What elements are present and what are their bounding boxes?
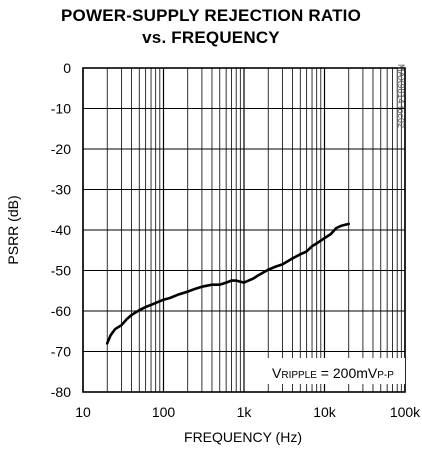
- y-tick-label: 0: [63, 60, 71, 76]
- annotation-prefix: V: [272, 365, 282, 381]
- y-tick-label: -50: [51, 263, 71, 279]
- chart-title-line1: POWER-SUPPLY REJECTION RATIO: [61, 6, 361, 25]
- x-tick-label: 100: [152, 404, 176, 420]
- x-tick-labels: 10 100 1k 10k 100k: [75, 404, 421, 420]
- psrr-series-line: [105, 222, 350, 345]
- x-tick-label: 10: [75, 404, 91, 420]
- annotation-sub2: P-P: [377, 370, 394, 381]
- grid: [82, 67, 406, 393]
- y-tick-label: -40: [51, 222, 71, 238]
- plot-frame: [82, 67, 406, 393]
- annotation-mid: = 200mV: [317, 365, 378, 381]
- x-tick-label: 10k: [313, 404, 337, 420]
- watermark: MAX9814 toc02: [396, 64, 406, 128]
- x-tick-label: 100k: [390, 404, 421, 420]
- y-tick-label: -80: [51, 384, 71, 400]
- annotation-box: [267, 358, 405, 384]
- y-tick-labels: 0 -10 -20 -30 -40 -50 -60 -70 -80: [51, 60, 71, 400]
- y-tick-label: -70: [51, 344, 71, 360]
- y-axis-label: PSRR (dB): [5, 195, 21, 264]
- y-tick-label: -10: [51, 101, 71, 117]
- x-axis-label: FREQUENCY (Hz): [184, 429, 302, 445]
- chart-title-line2: vs. FREQUENCY: [142, 28, 280, 47]
- x-tick-label: 1k: [237, 404, 253, 420]
- y-tick-label: -60: [51, 303, 71, 319]
- y-tick-label: -20: [51, 141, 71, 157]
- annotation-ripple: VRIPPLE = 200mVP-P: [272, 365, 394, 381]
- y-tick-label: -30: [51, 182, 71, 198]
- annotation-sub: RIPPLE: [281, 370, 317, 381]
